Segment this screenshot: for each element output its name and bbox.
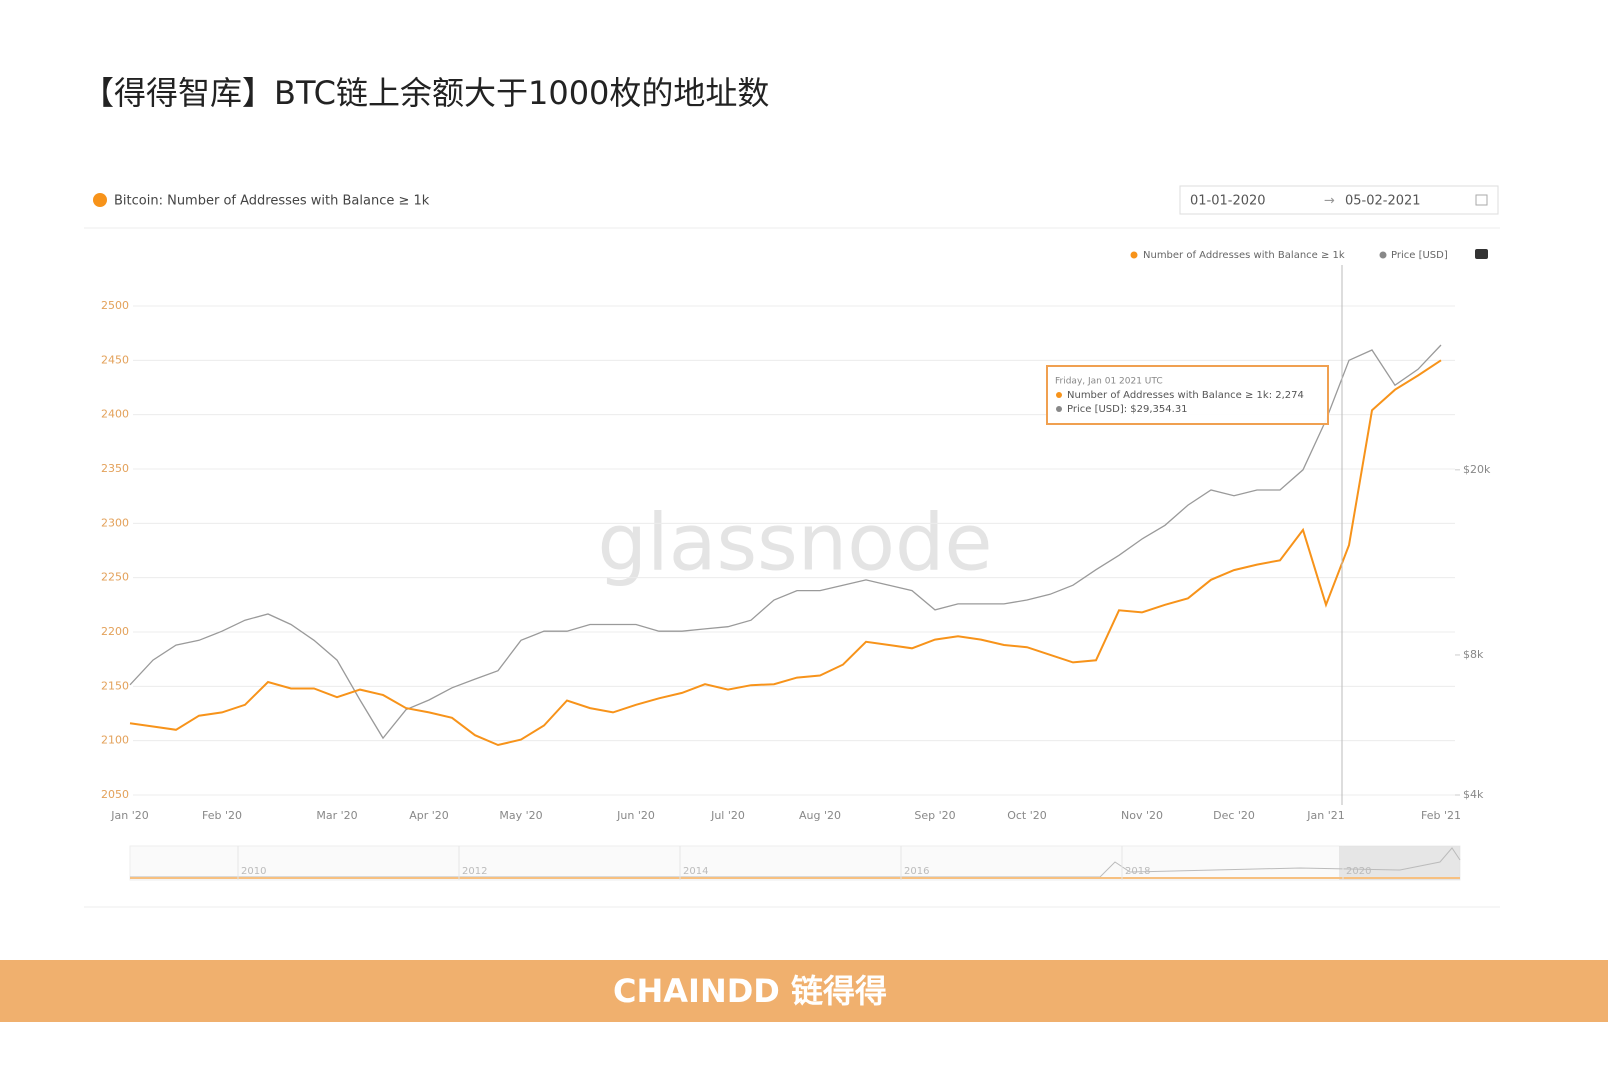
calendar-icon[interactable] (1475, 194, 1488, 206)
navigator-label: 2014 (683, 866, 708, 877)
series-line (129, 359, 1442, 747)
navigator-label: 2010 (241, 866, 266, 877)
x-tick-label: Feb '20 (202, 809, 242, 822)
x-tick-label: Feb '21 (1421, 809, 1461, 822)
x-tick-label: Jan '20 (110, 809, 148, 822)
date-arrow: → (1324, 194, 1335, 209)
x-tick-label: Nov '20 (1121, 809, 1163, 822)
y-tick-label: 2500 (101, 299, 129, 312)
x-tick-label: Jan '21 (1306, 809, 1344, 822)
date-from[interactable]: 01-01-2020 (1190, 194, 1266, 209)
y2-tick-label: $4k (1463, 788, 1484, 801)
camera-icon[interactable] (1475, 249, 1488, 259)
footer-brand: CHAINDD 链得得 (613, 972, 887, 1010)
tooltip-line: Price [USD]: $29,354.31 (1067, 404, 1188, 415)
y-tick-label: 2200 (101, 625, 129, 638)
navigator-label: 2018 (1125, 866, 1150, 877)
btc-icon (93, 193, 107, 207)
chart-title: Bitcoin: Number of Addresses with Balanc… (114, 194, 430, 209)
x-tick-label: Apr '20 (409, 809, 449, 822)
y-tick-label: 2050 (101, 788, 129, 801)
x-tick-label: Sep '20 (914, 809, 955, 822)
navigator-label: 2012 (462, 866, 487, 877)
y-tick-label: 2150 (101, 679, 129, 692)
tooltip-dot (1056, 406, 1062, 412)
legend-entry[interactable]: Price [USD] (1391, 250, 1448, 261)
y-tick-label: 2450 (101, 353, 129, 366)
y-tick-label: 2250 (101, 571, 129, 584)
x-tick-label: Dec '20 (1213, 809, 1255, 822)
x-tick-label: Jun '20 (616, 809, 655, 822)
tooltip-date: Friday, Jan 01 2021 UTC (1055, 377, 1163, 387)
x-tick-label: Aug '20 (799, 809, 841, 822)
y-tick-label: 2400 (101, 408, 129, 421)
y-tick-label: 2350 (101, 462, 129, 475)
legend-dot (1130, 251, 1138, 259)
y-tick-label: 2100 (101, 734, 129, 747)
navigator[interactable] (129, 845, 1461, 881)
tooltip (1046, 365, 1329, 425)
x-tick-label: Oct '20 (1007, 809, 1047, 822)
y2-tick-label: $8k (1463, 648, 1484, 661)
y-tick-label: 2300 (101, 516, 129, 529)
series-line (129, 344, 1442, 740)
tooltip-line: Number of Addresses with Balance ≥ 1k: 2… (1067, 390, 1304, 401)
navigator-line (130, 847, 1461, 878)
legend-dot (1379, 251, 1387, 259)
y2-tick-label: $20k (1463, 463, 1491, 476)
date-picker[interactable] (1179, 185, 1499, 215)
footer-band (0, 960, 1608, 1022)
date-to[interactable]: 05-02-2021 (1345, 194, 1421, 209)
x-tick-label: Mar '20 (316, 809, 357, 822)
x-tick-label: Jul '20 (710, 809, 745, 822)
navigator-labels: 2010 2012 2014 2016 2018 2020 (237, 846, 1371, 880)
tooltip-dot (1056, 392, 1062, 398)
x-tick-label: May '20 (499, 809, 542, 822)
legend-entry[interactable]: Number of Addresses with Balance ≥ 1k (1143, 250, 1345, 261)
navigator-window[interactable] (1339, 846, 1460, 880)
navigator-label: 2016 (904, 866, 929, 877)
navigator-label: 2020 (1346, 866, 1371, 877)
watermark: glassnode (598, 498, 993, 588)
page-title: 【得得智库】BTC链上余额大于1000枚的地址数 (82, 74, 769, 112)
